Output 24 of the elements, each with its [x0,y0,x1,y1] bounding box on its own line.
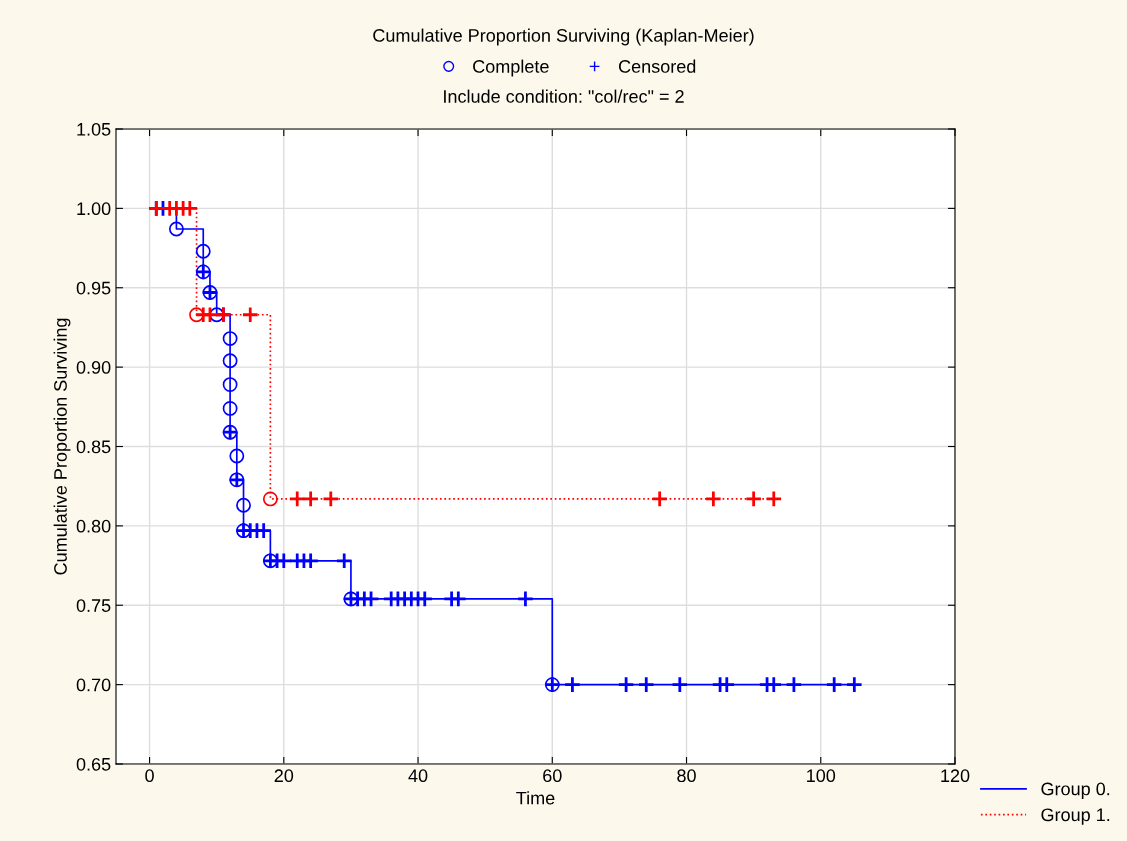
legend-label: Group 0. [1041,782,1110,799]
legend-label: Group 1. [1041,808,1110,825]
y-axis-title: Cumulative Proportion Surviving [53,318,71,575]
chart-title: Cumulative Proportion Surviving (Kaplan-Meier) [373,28,754,46]
y-tick-label: 0.85 [76,440,111,454]
x-tick-label: 40 [408,769,428,783]
x-tick-label: 100 [807,769,836,783]
x-tick-label: 0 [145,769,154,783]
y-tick-label: 0.80 [76,519,111,533]
legend-label: Censored [618,59,696,73]
y-tick-label: 0.65 [76,757,111,771]
legend-label: Complete [473,59,549,77]
x-axis-title: Time [516,791,555,805]
chart-subtitle: Include condition: "col/rec" = 2 [444,89,684,103]
y-tick-label: 0.75 [76,599,111,612]
x-tick-label: 80 [677,769,696,783]
y-tick-label: 0.90 [76,361,111,374]
y-tick-label: 1.00 [77,202,111,216]
x-tick-label: 60 [543,769,562,783]
x-tick-label: 20 [274,769,294,783]
y-tick-label: 0.95 [76,281,111,295]
x-tick-label: 120 [941,769,970,783]
y-tick-label: 0.70 [76,678,111,692]
y-tick-label: 1.05 [77,122,111,136]
